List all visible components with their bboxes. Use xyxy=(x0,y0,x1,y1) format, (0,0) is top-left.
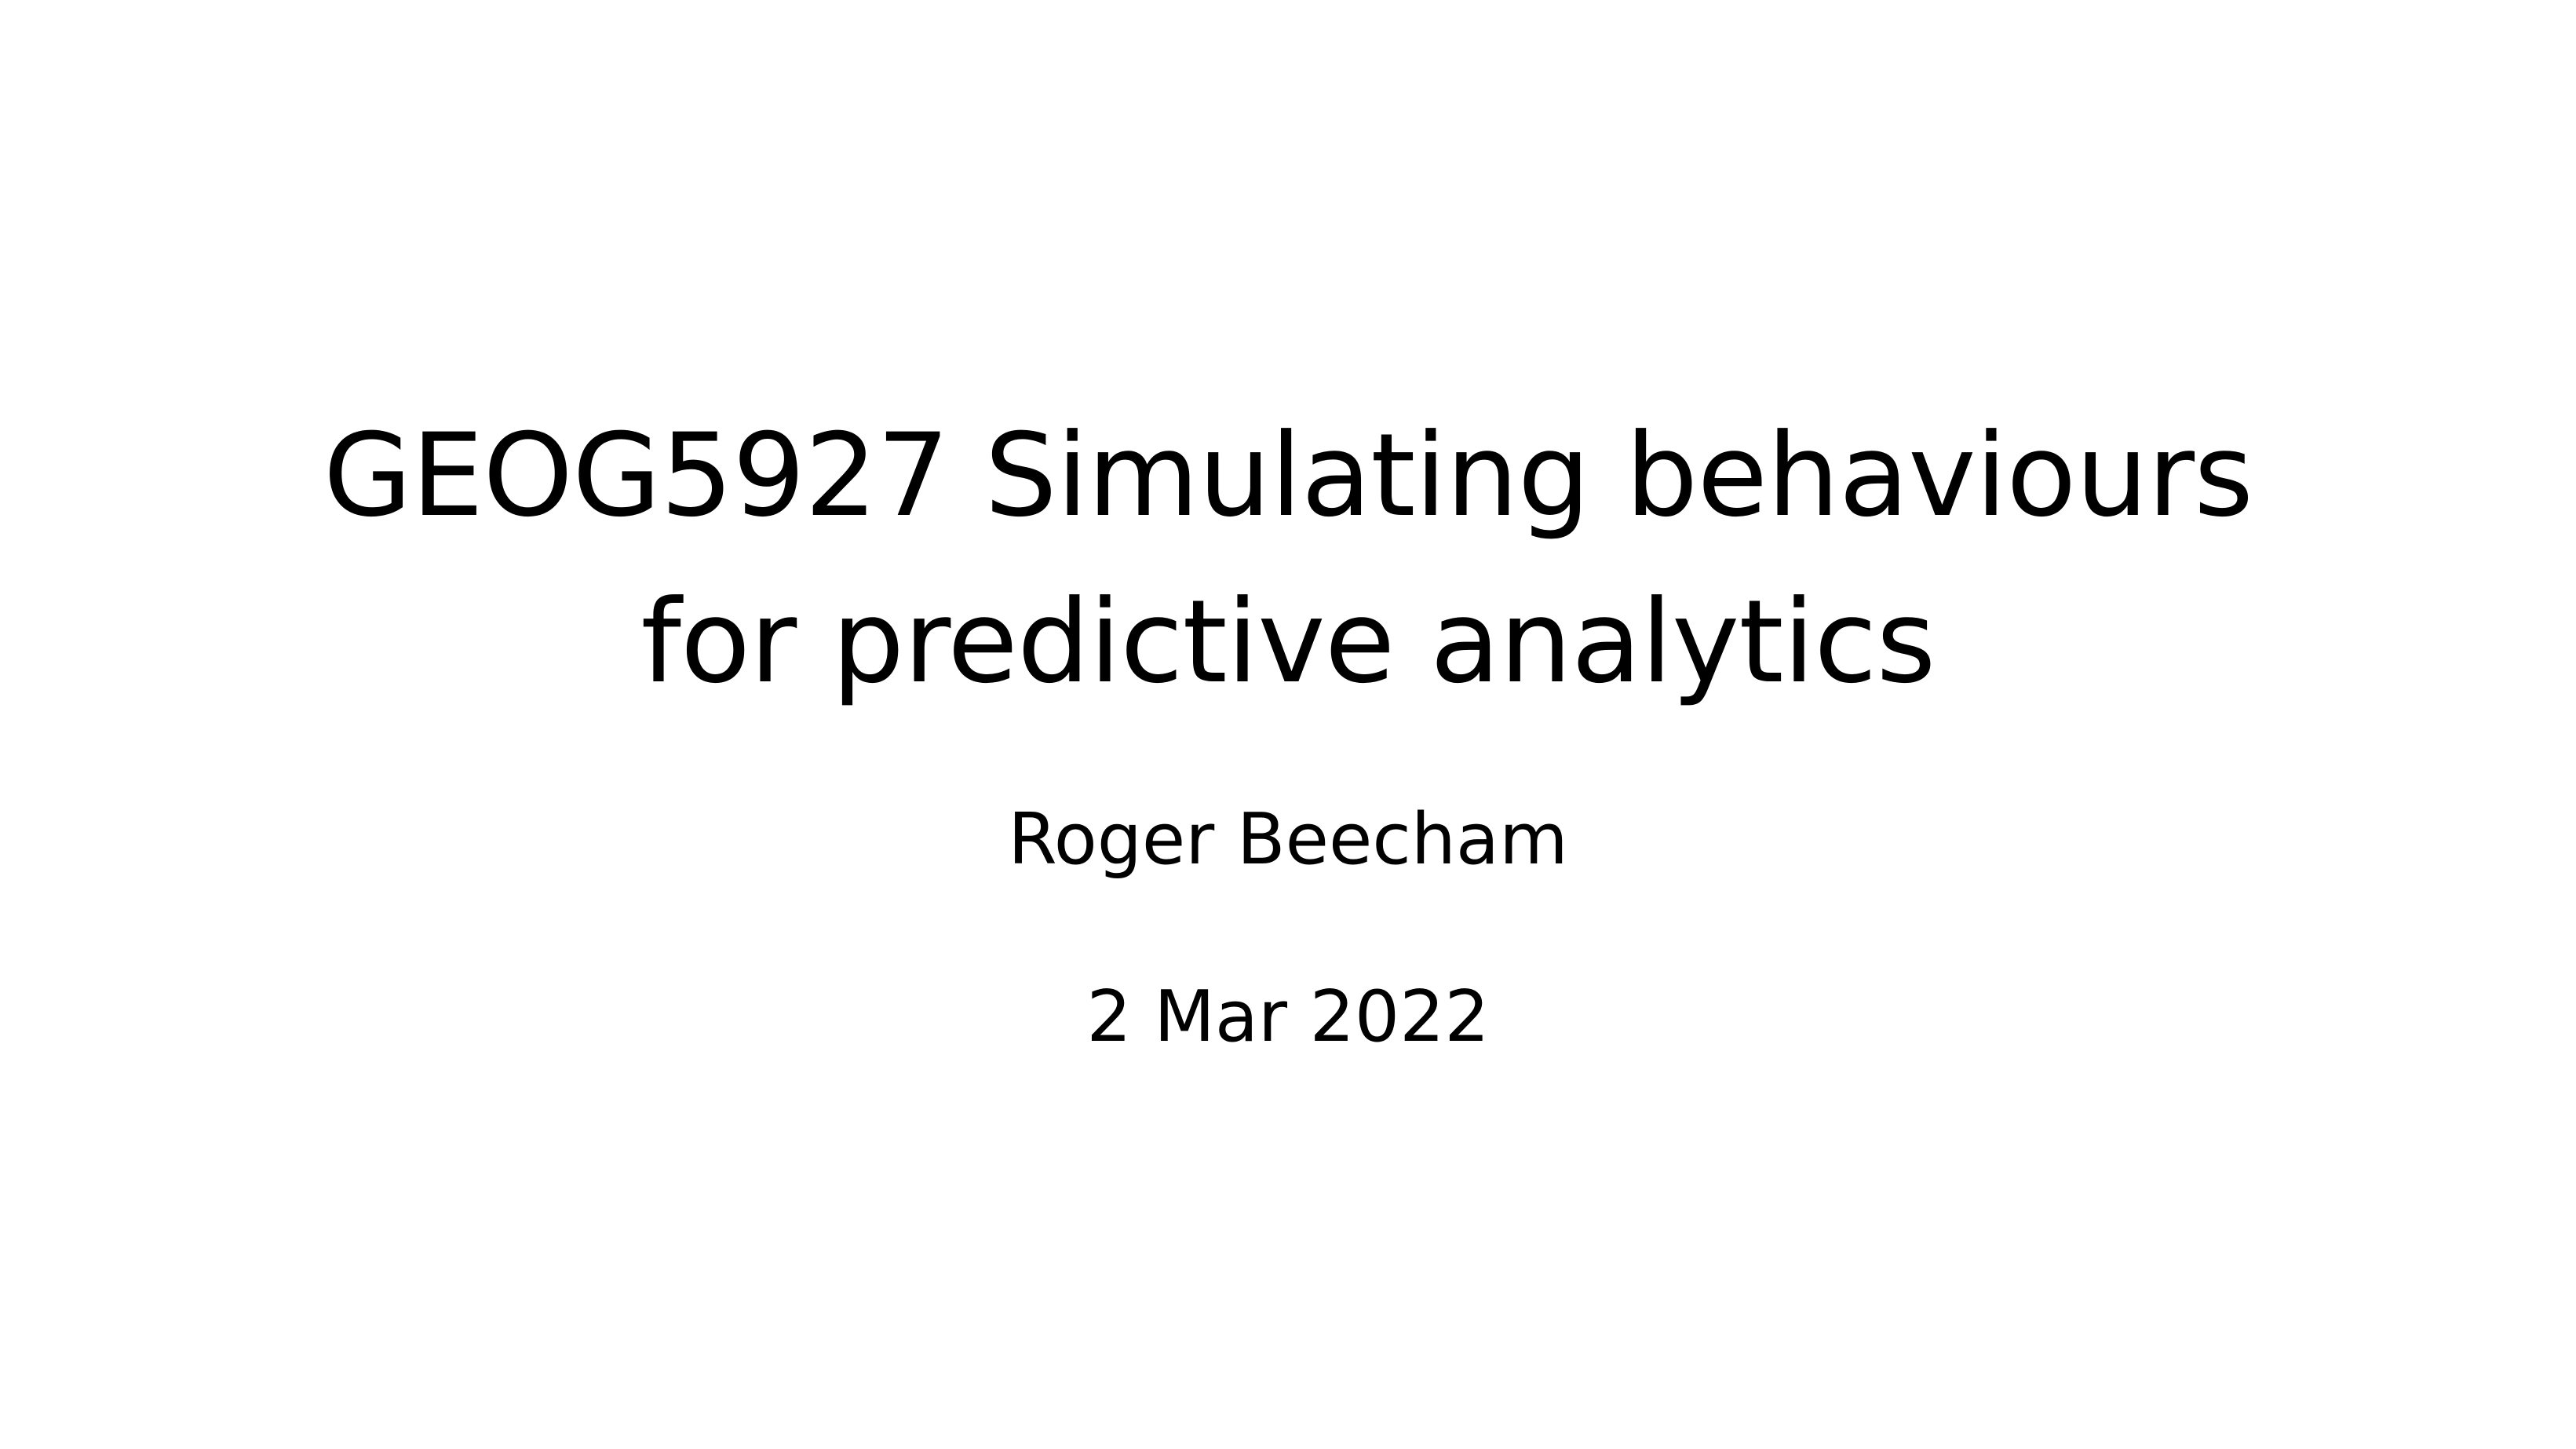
slide-date: 2 Mar 2022 xyxy=(1086,976,1490,1058)
slide-author: Roger Beecham xyxy=(1008,798,1568,881)
slide-title: GEOG5927 Simulating behaviours for predi… xyxy=(323,409,2253,709)
